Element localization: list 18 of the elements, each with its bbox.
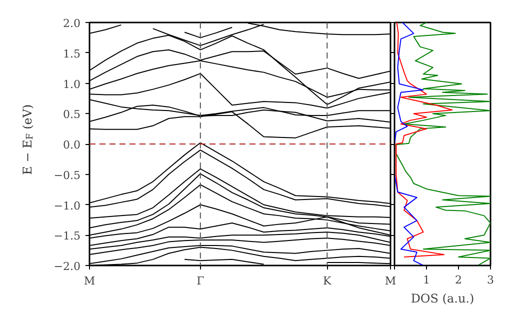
x-tick-label: M [384,274,396,288]
y-tick-label: 2.0 [63,17,81,30]
y-tick-label: −1.5 [54,230,81,243]
y-tick-label: −0.5 [54,168,81,182]
x-tick-label: 3 [487,274,494,286]
y-tick-label: 0.0 [63,138,81,152]
x-tick-label: M [84,274,96,288]
x-tick-label: Γ [196,274,205,288]
y-axis-title: E − EF (eV) [20,104,36,175]
x-tick-label: 2 [455,274,462,286]
y-tick-label: −2.0 [54,260,81,273]
x-tick-label: 1 [423,274,430,286]
y-tick-label: 1.0 [63,78,81,91]
y-tick-label: 0.5 [63,108,81,122]
x-axis-title: DOS (a.u.) [410,292,474,306]
y-tick-label: 1.5 [63,47,81,60]
x-tick-label: K [323,274,332,288]
y-tick-label: −1.0 [54,199,81,212]
